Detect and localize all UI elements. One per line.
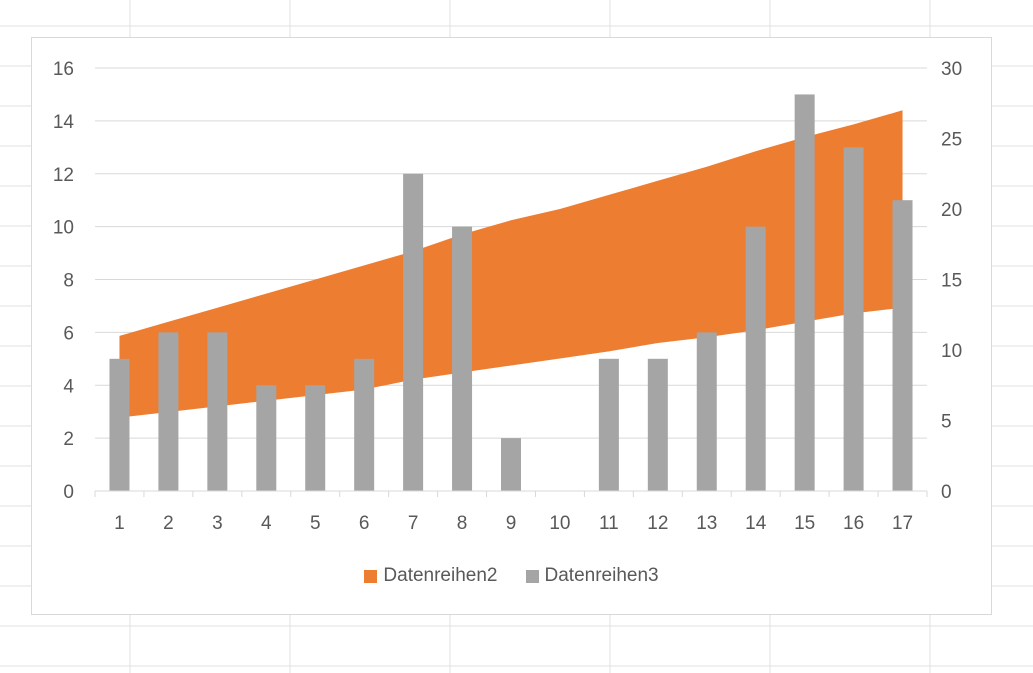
legend-item-datenreihen2[interactable]: Datenreihen2 [364,565,498,587]
y-tick-label-secondary: 15 [941,271,962,292]
y-axis-primary-ticks: 0 2 4 6 8 10 12 14 16 [53,59,75,503]
bar-1 [109,358,130,491]
x-tick-label: 5 [310,513,321,534]
x-tick-label: 2 [163,513,174,534]
legend-label: Datenreihen2 [383,565,498,586]
bar-8 [452,226,473,491]
y-tick-label-secondary: 25 [941,130,962,151]
legend-item-datenreihen3[interactable]: Datenreihen3 [525,565,659,587]
bar-14 [745,226,766,491]
legend-swatch-orange [364,569,378,583]
bar-5 [305,385,326,491]
x-tick-label: 15 [794,513,815,534]
y-tick-label-primary: 0 [63,482,74,503]
y-tick-label-secondary: 20 [941,200,962,221]
y-tick-label-primary: 2 [63,429,74,450]
y-tick-label-primary: 8 [63,271,74,292]
y-tick-label-secondary: 10 [941,341,962,362]
y-tick-label-primary: 6 [63,323,74,344]
area-series-layer [119,110,903,418]
chart-area[interactable]: 0 2 4 6 8 10 12 14 16 0 5 10 15 20 25 30 1 2 3 4 5 6 7 8 9 10 11… [31,37,992,615]
x-tick-label: 10 [549,513,570,534]
y-tick-label-primary: 12 [53,165,74,186]
x-tick-label: 9 [506,513,517,534]
y-tick-label-primary: 16 [53,59,74,80]
x-tick-label: 16 [843,513,864,534]
x-tick-label: 1 [114,513,125,534]
x-tick-label: 7 [408,513,419,534]
legend-label: Datenreihen3 [544,565,659,586]
y-tick-label-secondary: 30 [941,59,962,80]
bar-series-layer [109,94,913,491]
bar-6 [354,358,375,491]
x-tick-label: 6 [359,513,370,534]
x-tick-label: 14 [745,513,767,534]
area-band-datenreihen2 [119,110,903,418]
x-tick-label: 12 [647,513,668,534]
bar-9 [501,438,521,491]
bar-12 [647,358,668,491]
y-tick-label-primary: 14 [53,112,75,133]
x-tick-label: 4 [261,513,272,534]
bar-11 [598,358,619,491]
x-tick-label: 11 [599,513,619,534]
legend-swatch-gray [525,569,539,583]
bar-2 [158,332,179,491]
y-tick-label-primary: 4 [63,376,74,397]
y-tick-label-secondary: 0 [941,482,952,503]
bar-16 [843,147,864,491]
y-tick-label-secondary: 5 [941,412,952,433]
bar-13 [696,332,717,491]
bar-15 [794,94,815,491]
bar-7 [403,173,424,491]
y-tick-label-primary: 10 [53,218,74,239]
x-axis [94,490,928,497]
bar-4 [256,385,277,491]
x-tick-label: 8 [457,513,468,534]
bar-17 [892,200,913,491]
x-tick-label: 3 [212,513,223,534]
x-axis-ticks: 1 2 3 4 5 6 7 8 9 10 11 12 13 14 15 16 17 [114,513,913,534]
legend: Datenreihen2 Datenreihen3 [32,565,991,587]
bar-3 [207,332,228,491]
x-tick-label: 13 [696,513,717,534]
x-tick-label: 17 [892,513,913,534]
y-axis-secondary-ticks: 0 5 10 15 20 25 30 [941,59,962,503]
